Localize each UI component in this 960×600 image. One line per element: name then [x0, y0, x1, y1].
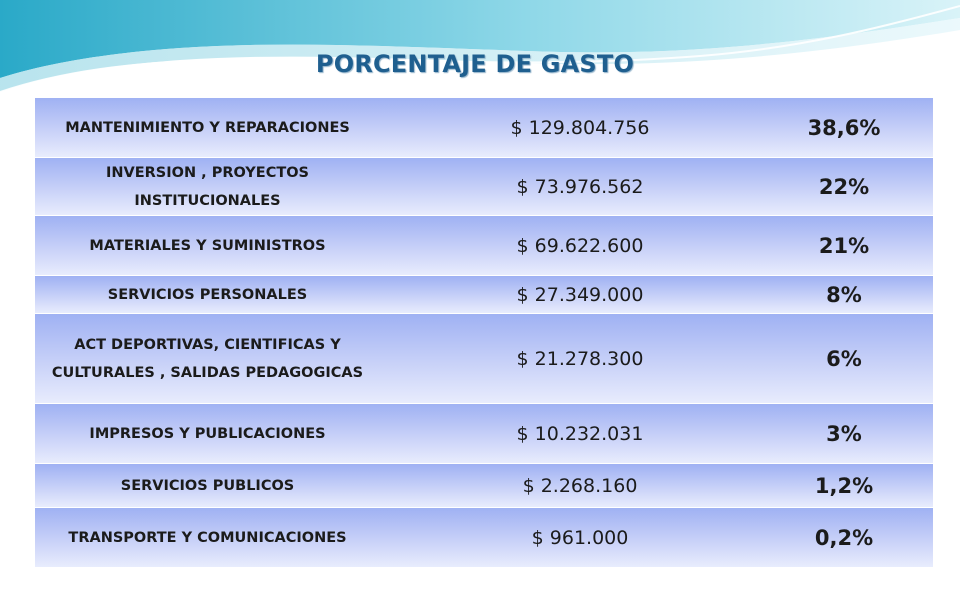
- table-row: TRANSPORTE Y COMUNICACIONES $ 961.000 0,…: [35, 508, 933, 568]
- page-title: PORCENTAJE DE GASTO: [315, 50, 635, 78]
- amount-cell: $ 73.976.562: [516, 175, 644, 198]
- expense-table: MANTENIMIENTO Y REPARACIONES $ 129.804.7…: [35, 98, 933, 568]
- percent-cell: 21%: [818, 233, 870, 258]
- amount-cell: $ 2.268.160: [522, 474, 638, 497]
- table-row: SERVICIOS PUBLICOS $ 2.268.160 1,2%: [35, 464, 933, 508]
- category-cell: TRANSPORTE Y COMUNICACIONES: [68, 529, 347, 546]
- table-row: SERVICIOS PERSONALES $ 27.349.000 8%: [35, 276, 933, 314]
- amount-cell: $ 129.804.756: [510, 116, 650, 139]
- percent-cell: 3%: [826, 421, 862, 446]
- percent-cell: 22%: [818, 174, 870, 199]
- amount-cell: $ 961.000: [531, 526, 629, 549]
- percent-cell: 8%: [826, 282, 862, 307]
- table-row: MANTENIMIENTO Y REPARACIONES $ 129.804.7…: [35, 98, 933, 158]
- percent-cell: 1,2%: [814, 473, 874, 498]
- amount-cell: $ 10.232.031: [516, 422, 644, 445]
- amount-cell: $ 21.278.300: [516, 347, 644, 370]
- category-cell: MATERIALES Y SUMINISTROS: [89, 237, 326, 254]
- amount-cell: $ 27.349.000: [516, 283, 644, 306]
- category-cell: IMPRESOS Y PUBLICACIONES: [89, 425, 326, 442]
- table-row: INVERSION , PROYECTOS INSTITUCIONALES $ …: [35, 158, 933, 216]
- percent-cell: 0,2%: [814, 525, 874, 550]
- amount-cell: $ 69.622.600: [516, 234, 644, 257]
- table-row: IMPRESOS Y PUBLICACIONES $ 10.232.031 3%: [35, 404, 933, 464]
- percent-cell: 38,6%: [807, 115, 881, 140]
- decorative-wave-header: [0, 0, 960, 93]
- category-cell: INVERSION , PROYECTOS INSTITUCIONALES: [105, 164, 310, 209]
- category-cell: ACT DEPORTIVAS, CIENTIFICAS Y CULTURALES…: [51, 336, 364, 381]
- category-cell: MANTENIMIENTO Y REPARACIONES: [65, 119, 350, 136]
- table-row: ACT DEPORTIVAS, CIENTIFICAS Y CULTURALES…: [35, 314, 933, 404]
- category-cell: SERVICIOS PERSONALES: [107, 286, 308, 303]
- percent-cell: 6%: [826, 346, 862, 371]
- category-cell: SERVICIOS PUBLICOS: [120, 477, 295, 494]
- table-row: MATERIALES Y SUMINISTROS $ 69.622.600 21…: [35, 216, 933, 276]
